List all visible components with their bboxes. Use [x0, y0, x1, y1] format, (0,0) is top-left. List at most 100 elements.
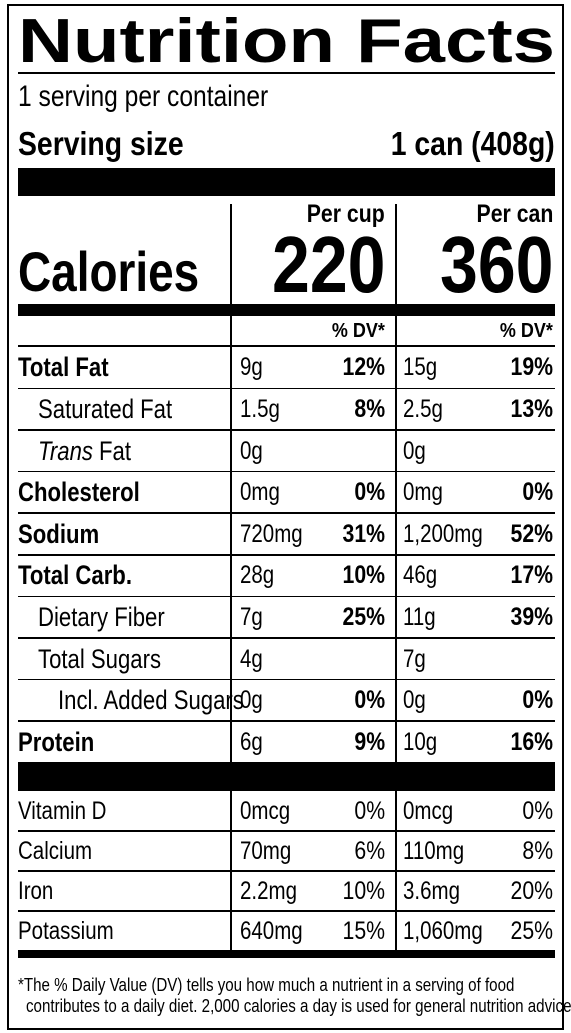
- amount: 10g: [403, 727, 438, 756]
- amount: 1,060mg: [403, 916, 483, 945]
- amount: 7g: [240, 602, 263, 631]
- serving-size-label: Serving size: [18, 124, 184, 162]
- footnote: contributes to a daily diet. 2,000 calor…: [26, 996, 571, 1016]
- daily-value: 6%: [354, 836, 385, 865]
- nutrient-name: Total Fat: [18, 352, 109, 383]
- daily-value: 15%: [342, 916, 385, 945]
- nutrient-name: Total Carb.: [18, 560, 132, 591]
- rule: [230, 204, 232, 304]
- dv-header: % DV*: [331, 320, 385, 342]
- rule: [18, 910, 555, 912]
- rule: [18, 512, 555, 514]
- daily-value: 0%: [522, 686, 553, 715]
- amount: 15g: [403, 353, 438, 382]
- rule: [18, 950, 555, 958]
- amount: 0mg: [240, 478, 280, 507]
- daily-value: 8%: [522, 836, 553, 865]
- daily-value: 9%: [354, 727, 385, 756]
- rule: [18, 678, 555, 681]
- nutrient-name: Sodium: [18, 518, 100, 549]
- rule: [18, 387, 555, 390]
- amount: 0g: [240, 436, 263, 465]
- rule: [18, 72, 555, 74]
- nutrient-name: Saturated Fat: [38, 393, 173, 424]
- nutrient-name-italic: Trans: [38, 435, 93, 466]
- calories-value: 360: [439, 220, 553, 309]
- daily-value: 0%: [522, 478, 553, 507]
- column-heading: Per cup: [307, 199, 385, 228]
- vitamin-name: Potassium: [18, 916, 114, 945]
- rule: [395, 204, 397, 304]
- rule: [18, 595, 555, 598]
- daily-value: 25%: [510, 916, 553, 945]
- amount: 110mg: [403, 836, 465, 865]
- daily-value: 0%: [354, 478, 385, 507]
- vitamin-name: Calcium: [18, 836, 93, 865]
- rule: [395, 316, 397, 762]
- nutrient-name: Cholesterol: [18, 477, 140, 508]
- rule: [18, 429, 555, 431]
- amount: 3.6mg: [403, 876, 460, 905]
- daily-value: 0%: [354, 796, 385, 825]
- rule: [18, 830, 555, 832]
- amount: 7g: [403, 644, 426, 673]
- amount: 9g: [240, 353, 263, 382]
- rule: [18, 304, 555, 316]
- amount: 0g: [403, 686, 426, 715]
- title: Nutrition Facts: [18, 7, 555, 76]
- amount: 720mg: [240, 519, 303, 548]
- amount: 0mcg: [403, 796, 454, 825]
- rule: [18, 168, 555, 196]
- daily-value: 10%: [342, 561, 385, 590]
- daily-value: 31%: [342, 519, 385, 548]
- amount: 46g: [403, 561, 438, 590]
- daily-value: 13%: [510, 394, 553, 423]
- daily-value: 0%: [522, 796, 553, 825]
- daily-value: 39%: [510, 602, 553, 631]
- rule: [18, 470, 555, 473]
- amount: 0g: [403, 436, 426, 465]
- rule: [18, 554, 555, 556]
- amount: 28g: [240, 561, 275, 590]
- dv-header: % DV*: [499, 320, 553, 342]
- nutrient-name: Protein: [18, 726, 95, 757]
- daily-value: 19%: [510, 353, 553, 382]
- nutrient-name: Dietary Fiber: [38, 601, 165, 632]
- column-heading: Per can: [476, 199, 553, 228]
- footnote: *The % Daily Value (DV) tells you how mu…: [18, 975, 515, 995]
- serving-size: 1 can (408g): [390, 124, 555, 162]
- amount: 0mg: [403, 478, 443, 507]
- frame: [7, 4, 564, 1030]
- amount: 4g: [240, 644, 263, 673]
- vitamin-name: Vitamin D: [18, 796, 107, 825]
- daily-value: 16%: [510, 727, 553, 756]
- amount: 6g: [240, 727, 263, 756]
- rule: [18, 870, 555, 872]
- rule: [18, 345, 555, 347]
- amount: 1.5g: [240, 394, 280, 423]
- daily-value: 17%: [510, 561, 553, 590]
- daily-value: 10%: [342, 876, 385, 905]
- calories-label: Calories: [18, 240, 200, 303]
- servings: 1 serving per container: [18, 80, 269, 113]
- daily-value: 12%: [342, 353, 385, 382]
- nutrient-name: Incl. Added Sugars: [58, 685, 244, 716]
- calories-value: 220: [271, 220, 385, 309]
- daily-value: 25%: [342, 602, 385, 631]
- rule: [18, 762, 555, 791]
- rule: [18, 720, 555, 722]
- amount: 70mg: [240, 836, 292, 865]
- amount: 0mcg: [240, 796, 291, 825]
- rule: [18, 637, 555, 639]
- amount: 2.5g: [403, 394, 443, 423]
- amount: 0g: [240, 686, 263, 715]
- amount: 1,200mg: [403, 519, 483, 548]
- nutrient-name: Fat: [98, 435, 131, 466]
- amount: 11g: [403, 602, 436, 631]
- vitamin-name: Iron: [18, 876, 54, 905]
- daily-value: 52%: [510, 519, 553, 548]
- amount: 2.2mg: [240, 876, 297, 905]
- daily-value: 0%: [354, 686, 385, 715]
- daily-value: 20%: [510, 876, 553, 905]
